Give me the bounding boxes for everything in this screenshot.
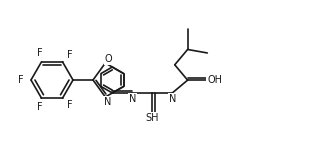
Text: F: F bbox=[37, 102, 42, 112]
Text: O: O bbox=[104, 54, 112, 64]
Text: N: N bbox=[103, 97, 111, 107]
Text: SH: SH bbox=[145, 113, 159, 123]
Text: F: F bbox=[67, 100, 72, 110]
Text: F: F bbox=[18, 75, 24, 85]
Text: F: F bbox=[37, 48, 42, 58]
Text: N: N bbox=[129, 94, 136, 104]
Text: F: F bbox=[67, 50, 72, 60]
Text: N: N bbox=[169, 94, 176, 104]
Text: OH: OH bbox=[207, 75, 222, 85]
